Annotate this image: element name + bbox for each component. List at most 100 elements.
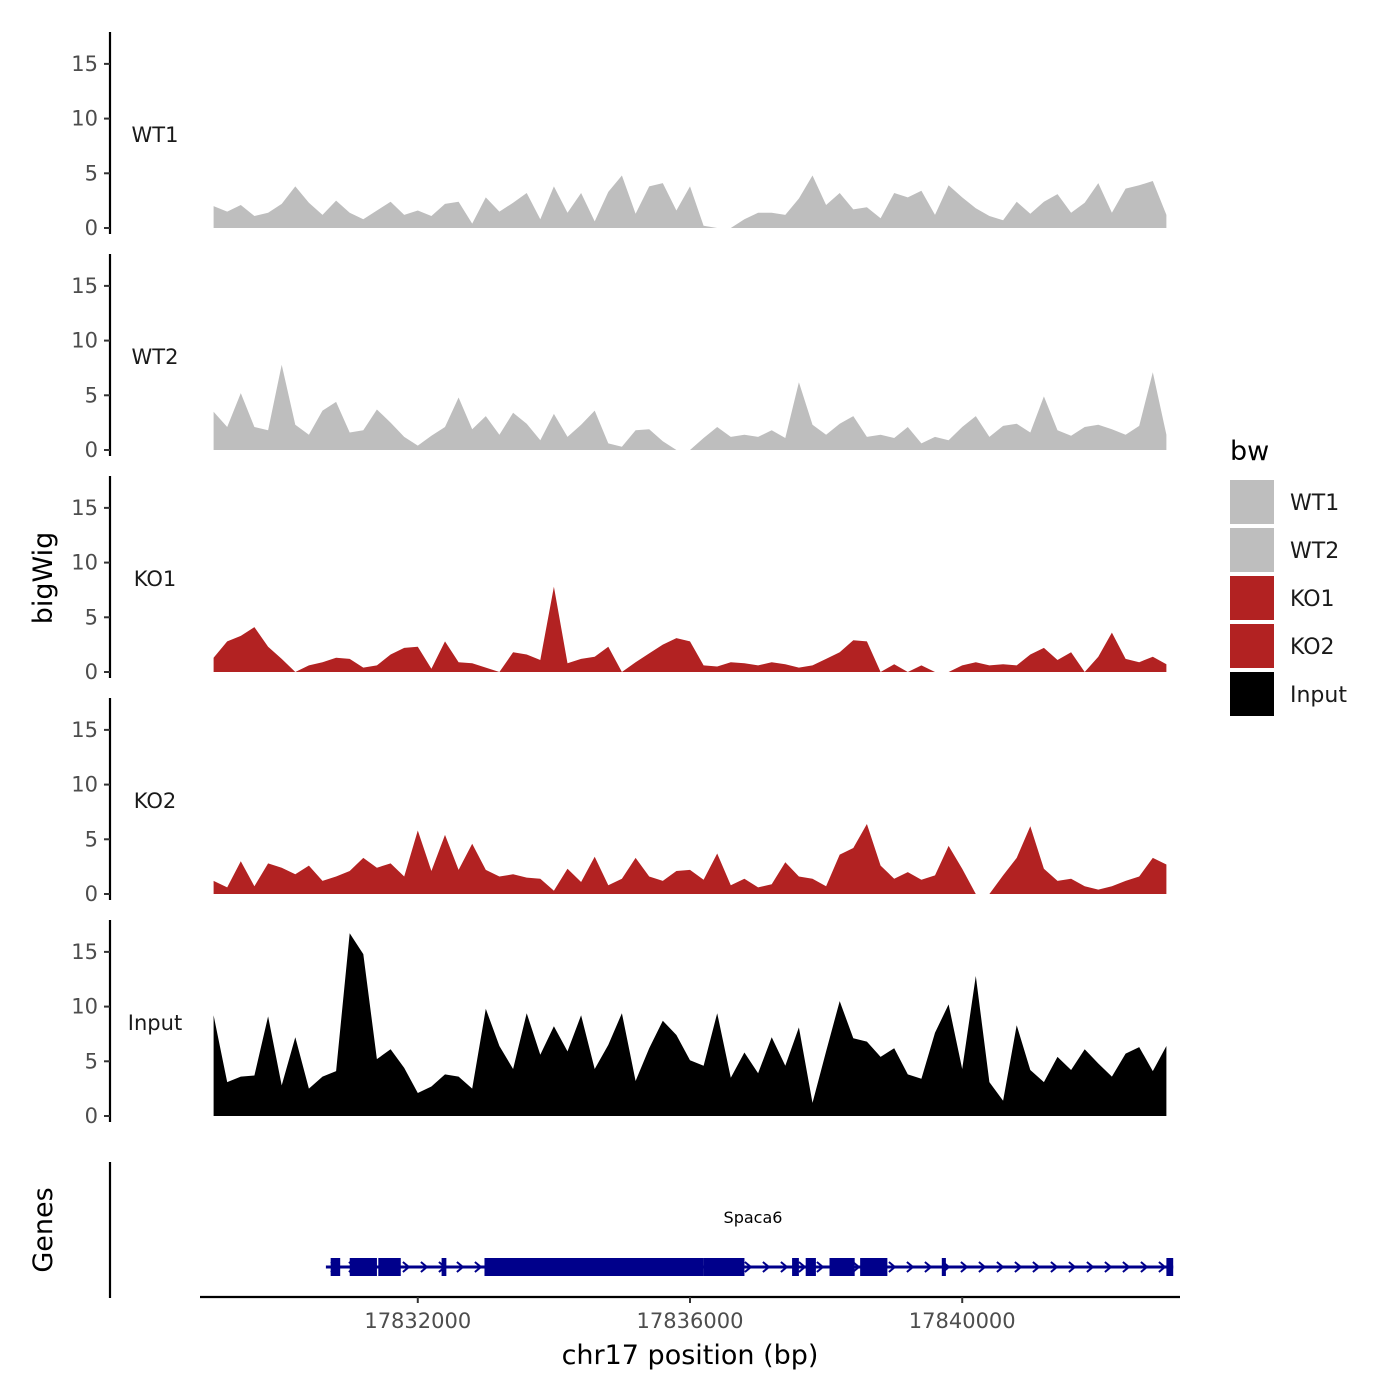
legend-item-ko1: KO1 xyxy=(1230,576,1335,620)
gene-exon xyxy=(829,1258,855,1276)
track-input: 0 5 10 15 Input xyxy=(71,920,1167,1128)
y-tick-label: 10 xyxy=(71,773,98,797)
strand-arrow xyxy=(780,1261,789,1273)
legend-label: KO1 xyxy=(1290,587,1335,612)
y-tick-label: 5 xyxy=(85,605,98,629)
track-label: WT2 xyxy=(132,345,179,369)
strand-arrow xyxy=(960,1261,969,1273)
y-axis-title-bigwig: bigWig xyxy=(28,532,59,625)
gene-exon xyxy=(378,1258,401,1276)
strand-arrow xyxy=(456,1261,465,1273)
legend-swatch xyxy=(1230,576,1274,620)
gene-exon xyxy=(941,1258,946,1276)
track-label: KO1 xyxy=(134,567,177,591)
y-tick-label: 10 xyxy=(71,551,98,575)
legend-item-input: Input xyxy=(1230,672,1347,716)
y-tick-label: 0 xyxy=(85,660,98,684)
strand-arrow xyxy=(1140,1261,1149,1273)
y-tick-label: 0 xyxy=(85,216,98,240)
strand-arrow xyxy=(402,1261,411,1273)
legend-swatch xyxy=(1230,672,1274,716)
strand-arrow xyxy=(924,1261,933,1273)
gene-label: Spaca6 xyxy=(724,1208,783,1227)
track-wt2: 0 5 10 15 WT2 xyxy=(71,254,1167,462)
track-ko2: 0 5 10 15 KO2 xyxy=(71,698,1167,906)
y-tick-label: 15 xyxy=(71,496,98,520)
y-tick-label: 10 xyxy=(71,329,98,353)
area-input xyxy=(213,933,1167,1116)
strand-arrow xyxy=(978,1261,987,1273)
y-axis-title-genes: Genes xyxy=(28,1187,59,1272)
legend-item-ko2: KO2 xyxy=(1230,624,1335,668)
y-tick-label: 5 xyxy=(85,1049,98,1073)
area-wt1 xyxy=(213,175,1167,228)
strand-arrow xyxy=(798,1261,807,1273)
strand-arrow xyxy=(1068,1261,1077,1273)
gene-exon xyxy=(805,1258,816,1276)
strand-arrow xyxy=(1122,1261,1131,1273)
strand-arrow xyxy=(1158,1261,1167,1273)
strand-arrow xyxy=(1086,1261,1095,1273)
legend-label: WT2 xyxy=(1290,539,1339,564)
track-label: KO2 xyxy=(134,789,177,813)
strand-arrow xyxy=(1014,1261,1023,1273)
strand-arrow xyxy=(906,1261,915,1273)
gene-exon xyxy=(792,1258,799,1276)
track-label: WT1 xyxy=(132,123,179,147)
x-tick-label: 17840000 xyxy=(909,1309,1016,1333)
strand-arrow xyxy=(1050,1261,1059,1273)
y-tick-label: 5 xyxy=(85,161,98,185)
legend-label: Input xyxy=(1290,683,1347,708)
legend-swatch xyxy=(1230,624,1274,668)
legend-swatch xyxy=(1230,528,1274,572)
gene-exon xyxy=(349,1258,377,1276)
legend-label: WT1 xyxy=(1290,491,1339,516)
area-wt2 xyxy=(213,364,1167,450)
y-tick-label: 15 xyxy=(71,52,98,76)
gene-exon xyxy=(703,1258,745,1276)
area-ko2 xyxy=(213,824,1167,894)
y-tick-label: 15 xyxy=(71,718,98,742)
x-tick-label: 17836000 xyxy=(637,1309,744,1333)
y-tick-label: 15 xyxy=(71,274,98,298)
strand-arrow xyxy=(474,1261,483,1273)
strand-arrow xyxy=(1104,1261,1113,1273)
y-tick-label: 10 xyxy=(71,995,98,1019)
strand-arrow xyxy=(996,1261,1005,1273)
x-axis: 17832000 17836000 17840000 xyxy=(200,1295,1180,1333)
gene-exon xyxy=(860,1258,888,1276)
strand-arrow xyxy=(744,1261,753,1273)
strand-arrow xyxy=(420,1261,429,1273)
gene-exon xyxy=(441,1258,447,1276)
legend: WT1 WT2 KO1 KO2 Input xyxy=(1230,480,1347,716)
legend-swatch xyxy=(1230,480,1274,524)
x-tick-label: 17832000 xyxy=(364,1309,471,1333)
strand-arrow xyxy=(762,1261,771,1273)
legend-item-wt1: WT1 xyxy=(1230,480,1339,524)
y-tick-label: 15 xyxy=(71,940,98,964)
gene-exon xyxy=(330,1258,341,1276)
track-ko1: 0 5 10 15 KO1 xyxy=(71,476,1167,684)
y-tick-label: 0 xyxy=(85,1104,98,1128)
track-label: Input xyxy=(128,1011,182,1035)
x-axis-title: chr17 position (bp) xyxy=(562,1340,819,1371)
gene-layer: Spaca6 xyxy=(108,1162,1174,1298)
y-tick-label: 10 xyxy=(71,107,98,131)
legend-item-wt2: WT2 xyxy=(1230,528,1339,572)
y-tick-label: 0 xyxy=(85,882,98,906)
strand-arrow xyxy=(1032,1261,1041,1273)
strand-arrow xyxy=(888,1261,897,1273)
gene-exon xyxy=(1166,1258,1174,1276)
y-tick-label: 5 xyxy=(85,383,98,407)
track-wt1: 0 5 10 15 WT1 xyxy=(71,32,1167,240)
gene-exon xyxy=(484,1258,704,1276)
tracks-layer: 0 5 10 15 WT1 0 5 10 15 WT2 0 5 10 15 KO1 0 5 10 15 KO2 0 5 10… xyxy=(71,32,1167,1128)
legend-label: KO2 xyxy=(1290,635,1335,660)
strand-arrow xyxy=(852,1261,861,1273)
y-tick-label: 0 xyxy=(85,438,98,462)
area-ko1 xyxy=(213,586,1167,672)
strand-arrow xyxy=(816,1261,825,1273)
y-tick-label: 5 xyxy=(85,827,98,851)
